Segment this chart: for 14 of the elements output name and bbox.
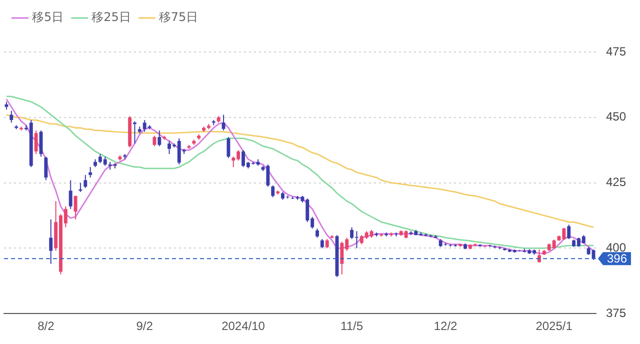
- y-tick-label: 425: [606, 175, 626, 190]
- x-tick-label: 11/5: [340, 319, 364, 334]
- x-tick-label: 8/2: [38, 319, 55, 334]
- x-tick-label: 2024/10: [222, 319, 266, 334]
- legend-label: 移25日: [92, 10, 131, 24]
- legend-label: 移75日: [158, 10, 198, 24]
- x-tick-label: 2025/1: [536, 319, 573, 334]
- y-tick-label: 450: [606, 110, 626, 124]
- legend-label: 移5日: [32, 10, 64, 24]
- x-tick-label: 9/2: [136, 319, 154, 334]
- candlestick: [428, 234, 432, 238]
- x-tick-label: 12/2: [434, 319, 458, 334]
- y-tick-label: 375: [606, 306, 626, 320]
- y-tick-label: 475: [606, 44, 626, 58]
